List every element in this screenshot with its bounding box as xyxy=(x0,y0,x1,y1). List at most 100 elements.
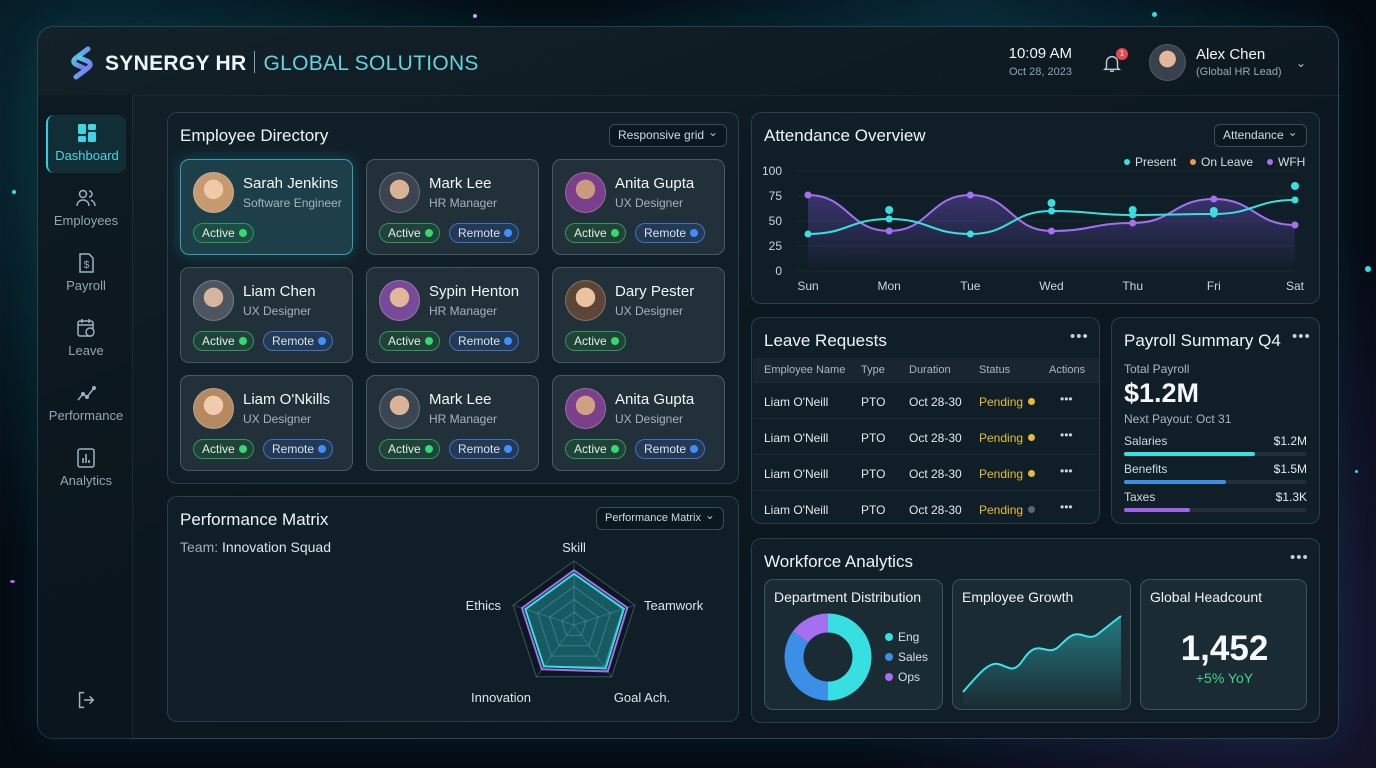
employee-card[interactable]: Syрin Henton HR Manager Active Remote xyxy=(366,267,539,363)
employee-card[interactable]: Liam O'Nkills UX Designer Active Remote xyxy=(180,375,353,471)
panel-title: Leave Requests xyxy=(764,331,887,350)
employee-avatar xyxy=(379,280,420,321)
total-payroll-value: $1.2M xyxy=(1124,378,1200,408)
more-icon[interactable]: ••• xyxy=(1292,328,1311,345)
employee-role: UX Designer xyxy=(615,304,684,318)
employee-growth-sparkline xyxy=(962,615,1122,708)
radar-axis-label: Innovation xyxy=(471,690,531,705)
table-row[interactable]: Liam O'Neill PTO Oct 28-30 Pending ••• xyxy=(753,382,1099,418)
status-dot xyxy=(1028,434,1036,441)
payroll-item-bar xyxy=(1124,480,1306,484)
sidebar-item-performance[interactable]: Performance xyxy=(46,375,126,433)
radar-grid xyxy=(536,585,612,657)
clock: 10:09 AM Oct 28, 2023 xyxy=(988,45,1072,78)
cell-type: PTO xyxy=(861,395,886,409)
performance-dropdown[interactable]: Performance Matrix xyxy=(596,505,724,530)
employee-name: Dary Pester xyxy=(615,283,695,300)
status-badge: Active xyxy=(379,439,440,459)
legend-dot xyxy=(1267,159,1273,165)
clock-date: Oct 28, 2023 xyxy=(1009,66,1072,78)
sidebar-item-label: Analytics xyxy=(59,473,113,488)
payroll-item-bar xyxy=(1124,508,1306,512)
legend-label: WFH xyxy=(1278,155,1305,169)
table-row[interactable]: Liam O'Neill PTO Oct 28-30 Pending ••• xyxy=(753,490,1099,526)
radar-grid xyxy=(561,611,587,636)
employee-card[interactable]: Sarah Jenkins Software Engineer Active xyxy=(180,159,353,255)
svg-text:$: $ xyxy=(84,260,90,271)
bell-icon[interactable] xyxy=(1101,52,1123,74)
status-pending: Pending xyxy=(979,395,1024,409)
leave-requests-panel: Leave Requests ••• Employee Name Type Du… xyxy=(751,317,1100,524)
more-icon[interactable]: ••• xyxy=(1290,549,1309,566)
status-badge: Active xyxy=(565,439,626,459)
data-point xyxy=(885,215,893,223)
row-actions-icon[interactable]: ••• xyxy=(1060,428,1073,442)
cell-type: PTO xyxy=(861,503,886,517)
x-tick-label: Thu xyxy=(1122,279,1143,293)
employee-name: Mark Lee xyxy=(429,391,492,408)
panel-title: Payroll Summary Q4 xyxy=(1124,331,1281,350)
row-actions-icon[interactable]: ••• xyxy=(1060,500,1073,514)
status-cell: Pending xyxy=(979,395,1036,409)
y-tick-label: 25 xyxy=(769,239,783,253)
radar-grid xyxy=(512,560,636,678)
row-actions-icon[interactable]: ••• xyxy=(1060,392,1073,406)
y-tick-label: 75 xyxy=(769,189,783,203)
data-point xyxy=(1128,206,1137,214)
status-badge: Active xyxy=(565,331,626,351)
employee-card[interactable]: Mark Lee HR Manager Active Remote xyxy=(366,159,539,255)
status-cell: Pending xyxy=(979,467,1036,481)
sidebar-item-leave[interactable]: Leave xyxy=(46,310,126,368)
payroll-item-label: Salaries xyxy=(1124,434,1168,448)
sidebar-item-label: Employees xyxy=(53,213,119,228)
sidebar-item-payroll[interactable]: $ Payroll xyxy=(46,245,126,303)
employee-card[interactable]: Anita Gupta UX Designer Active Remote xyxy=(552,159,725,255)
notification-badge: 1 xyxy=(1116,48,1128,60)
status-badge: Active xyxy=(565,223,626,243)
cell-name: Liam O'Neill xyxy=(764,431,829,445)
chevron-down-icon[interactable]: ⌄ xyxy=(1296,56,1307,70)
remote-badge: Remote xyxy=(263,331,334,351)
card-title: Employee Growth xyxy=(962,589,1074,605)
donut-slice xyxy=(792,613,829,644)
attendance-dropdown[interactable]: Attendance xyxy=(1214,122,1307,147)
remote-badge: Remote xyxy=(449,439,520,459)
sidebar-item-analytics[interactable]: Analytics xyxy=(46,440,126,498)
global-headcount-card: Global Headcount 1,452 +5% YoY xyxy=(1140,579,1307,710)
row-actions-icon[interactable]: ••• xyxy=(1060,464,1073,478)
employee-card[interactable]: Anita Gupta UX Designer Active Remote xyxy=(552,375,725,471)
headcount-value: 1,452 xyxy=(1180,629,1269,668)
headcount-change: +5% YoY xyxy=(1195,670,1254,686)
employee-role: UX Designer xyxy=(243,412,312,426)
cell-name: Liam O'Neill xyxy=(764,395,829,409)
employee-avatar xyxy=(565,388,606,429)
y-tick-label: 100 xyxy=(762,164,782,178)
data-point xyxy=(1210,195,1218,203)
employee-card[interactable]: Liam Chen UX Designer Active Remote xyxy=(180,267,353,363)
employee-name: Sarah Jenkins xyxy=(243,175,339,192)
radar-axis-label: Skill xyxy=(562,540,586,555)
brand: SYNERGY HR GLOBAL SOLUTIONS xyxy=(105,51,479,75)
x-tick-label: Mon xyxy=(877,279,900,293)
card-title: Global Headcount xyxy=(1150,589,1263,605)
panel-title: Performance Matrix xyxy=(180,510,329,529)
radar-axis xyxy=(512,604,575,626)
employee-card[interactable]: Dary Pester UX Designer Active xyxy=(552,267,725,363)
employee-card[interactable]: Mark Lee HR Manager Active Remote xyxy=(366,375,539,471)
performance-radar-chart: Skill Teamwork Goal Ach. Innovation Ethics xyxy=(466,540,704,705)
data-point xyxy=(1291,196,1299,204)
cell-type: PTO xyxy=(861,431,886,445)
cell-duration: Oct 28-30 xyxy=(909,431,962,445)
employee-avatar xyxy=(565,280,606,321)
layout-dropdown[interactable]: Responsive grid xyxy=(609,122,728,147)
user-name[interactable]: Alex Chen xyxy=(1196,46,1266,63)
column-header: Status xyxy=(979,364,1011,376)
user-avatar[interactable] xyxy=(1149,44,1186,81)
sidebar-item-employees[interactable]: Employees xyxy=(46,180,126,238)
more-icon[interactable]: ••• xyxy=(1070,328,1089,345)
status-dot xyxy=(1028,506,1036,513)
sidebar-item-dashboard[interactable]: Dashboard xyxy=(46,115,126,173)
logout-icon[interactable] xyxy=(75,689,97,711)
table-row[interactable]: Liam O'Neill PTO Oct 28-30 Pending ••• xyxy=(753,418,1099,454)
table-row[interactable]: Liam O'Neill PTO Oct 28-30 Pending ••• xyxy=(753,454,1099,490)
